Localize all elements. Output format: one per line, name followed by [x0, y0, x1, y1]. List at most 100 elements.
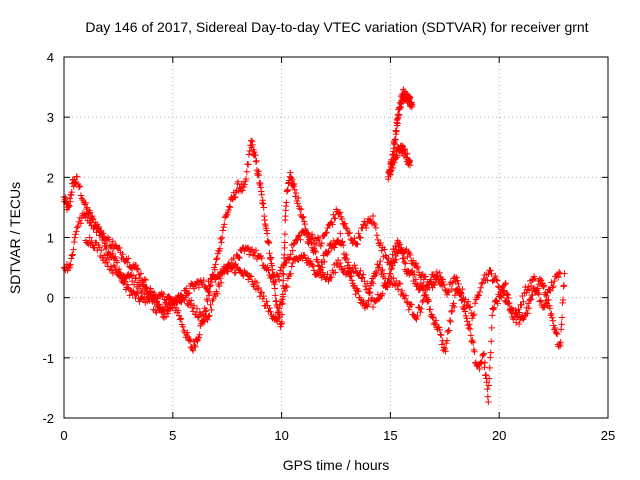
data-point	[381, 246, 388, 253]
data-point	[226, 203, 233, 210]
data-point	[515, 305, 522, 313]
series-track-c	[82, 234, 446, 325]
data-point	[548, 314, 556, 321]
data-point	[141, 276, 148, 283]
data-point	[265, 239, 273, 247]
x-tick-label: 15	[383, 428, 397, 443]
data-point	[469, 339, 477, 346]
data-point	[351, 261, 358, 269]
data-point	[216, 282, 223, 290]
data-point	[371, 221, 379, 229]
data-point	[486, 375, 493, 382]
data-point	[398, 244, 405, 251]
data-point	[478, 280, 485, 287]
data-point	[417, 308, 424, 316]
data-point	[369, 303, 377, 311]
data-point	[332, 215, 339, 222]
data-point	[109, 269, 117, 277]
data-point	[174, 299, 181, 306]
data-point	[205, 313, 212, 320]
data-point	[78, 195, 86, 202]
data-point	[494, 277, 501, 284]
data-point	[529, 292, 536, 299]
data-point	[556, 270, 564, 277]
data-point	[302, 225, 309, 233]
data-point	[263, 298, 270, 305]
data-point	[306, 235, 314, 243]
data-point	[490, 304, 498, 311]
data-point	[324, 271, 331, 278]
data-point	[470, 310, 478, 318]
data-point	[160, 291, 167, 298]
data-point	[425, 284, 433, 291]
data-point	[504, 291, 512, 299]
data-point	[267, 254, 275, 261]
data-point	[199, 310, 206, 318]
data-point	[290, 180, 298, 188]
data-point	[235, 254, 242, 261]
data-point	[273, 316, 280, 324]
data-point	[252, 151, 259, 159]
data-point	[541, 303, 548, 311]
data-point	[259, 295, 266, 303]
data-point	[315, 235, 323, 243]
data-point	[260, 204, 267, 211]
data-point	[67, 261, 74, 268]
data-point	[465, 298, 472, 306]
data-point	[134, 265, 142, 273]
x-tick-label: 5	[169, 428, 176, 443]
data-point	[272, 292, 279, 299]
data-point	[275, 276, 283, 283]
data-point	[315, 262, 322, 269]
data-point	[124, 259, 131, 266]
data-point	[219, 227, 227, 234]
data-point	[549, 284, 556, 291]
data-point	[253, 279, 261, 287]
data-point	[187, 297, 195, 304]
data-point	[264, 264, 271, 271]
data-point	[444, 287, 452, 295]
y-tick-label: -2	[42, 411, 54, 426]
data-point	[525, 287, 533, 294]
data-point	[84, 239, 91, 247]
data-point	[90, 244, 97, 251]
data-point	[346, 264, 353, 271]
data-point	[387, 260, 395, 267]
data-point	[392, 242, 399, 250]
data-point	[132, 275, 140, 282]
data-point	[419, 282, 426, 289]
data-point	[355, 230, 362, 237]
data-point	[406, 94, 414, 101]
data-point	[86, 209, 94, 216]
data-point	[274, 272, 281, 279]
data-point	[418, 272, 426, 279]
data-point	[105, 236, 113, 243]
data-point	[189, 347, 197, 354]
data-point	[272, 277, 279, 285]
data-point	[493, 297, 500, 304]
data-point	[116, 244, 123, 252]
data-point	[111, 263, 118, 271]
data-point	[265, 267, 272, 274]
data-point	[387, 266, 395, 273]
data-point	[427, 306, 434, 313]
data-point	[540, 282, 548, 289]
data-point	[346, 229, 353, 237]
data-point	[204, 316, 211, 324]
data-point	[68, 255, 75, 262]
data-point	[77, 192, 85, 199]
data-point	[393, 256, 400, 263]
y-tick-label: 4	[47, 50, 54, 65]
data-point	[183, 292, 190, 299]
data-point	[190, 302, 198, 310]
data-point	[280, 277, 287, 284]
data-point	[439, 276, 446, 283]
data-point	[220, 223, 227, 231]
data-point	[200, 276, 207, 284]
data-point	[354, 241, 361, 248]
data-point	[377, 257, 384, 265]
data-point	[551, 277, 558, 285]
data-point	[432, 317, 440, 324]
data-point	[448, 307, 456, 314]
